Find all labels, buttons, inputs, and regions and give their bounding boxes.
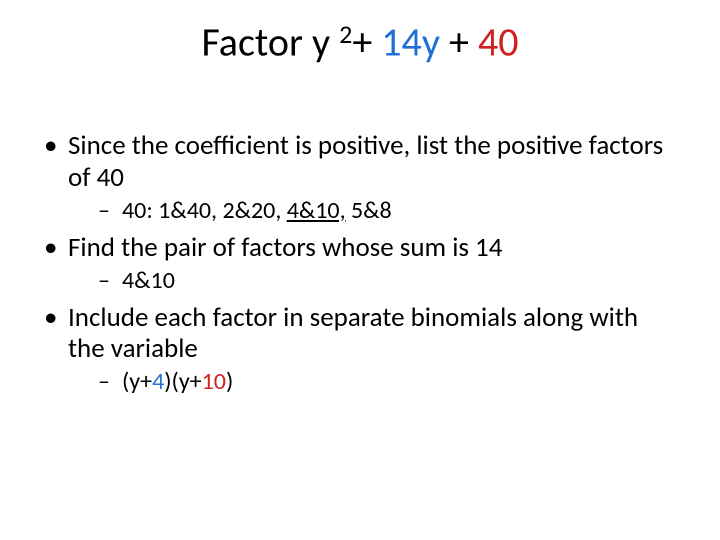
bullet-1-sub: 40: 1&40, 2&20, 4&10, 5&8 — [68, 196, 680, 226]
b3-sub-c1: 4 — [152, 367, 164, 396]
slide-body: Since the coefficient is positive, list … — [40, 130, 680, 403]
b3-sub-p1: (y+ — [122, 367, 152, 396]
b3-sub-p2: )(y+ — [164, 367, 201, 396]
b3-sub-c2: 10 — [202, 367, 226, 396]
bullet-2-sub: 4&10 — [68, 266, 680, 296]
bullet-3-sub: (y+4)(y+10) — [68, 367, 680, 397]
bullet-3-text: Include each factor in separate binomial… — [68, 301, 638, 366]
title-text-2: + — [352, 17, 381, 66]
slide-title: Factor y 2+ 14y + 40 — [0, 18, 720, 64]
title-text-red: 40 — [478, 17, 519, 66]
bullet-3-sublist: (y+4)(y+10) — [68, 367, 680, 397]
bullet-1: Since the coefficient is positive, list … — [40, 130, 680, 226]
bullet-2-text: Find the pair of factors whose sum is 14 — [68, 231, 502, 264]
bullet-2: Find the pair of factors whose sum is 14… — [40, 232, 680, 296]
bullet-1-sublist: 40: 1&40, 2&20, 4&10, 5&8 — [68, 196, 680, 226]
slide: Factor y 2+ 14y + 40 Since the coefficie… — [0, 0, 720, 540]
bullet-1-text: Since the coefficient is positive, list … — [68, 129, 663, 194]
bullet-2-sublist: 4&10 — [68, 266, 680, 296]
bullet-1-sub-suffix: 5&8 — [346, 196, 392, 225]
bullet-2-sub-text: 4&10 — [122, 266, 175, 295]
title-text-3: + — [449, 17, 478, 66]
title-text-blue: 14y — [381, 17, 449, 66]
bullet-1-sub-prefix: 40: 1&40, 2&20, — [122, 196, 287, 225]
title-superscript: 2 — [339, 18, 352, 50]
b3-sub-p3: ) — [226, 367, 233, 396]
title-text-1: Factor y — [202, 17, 340, 66]
bullet-3: Include each factor in separate binomial… — [40, 302, 680, 398]
bullet-list: Since the coefficient is positive, list … — [40, 130, 680, 397]
bullet-1-sub-highlight: 4&10, — [287, 196, 346, 225]
